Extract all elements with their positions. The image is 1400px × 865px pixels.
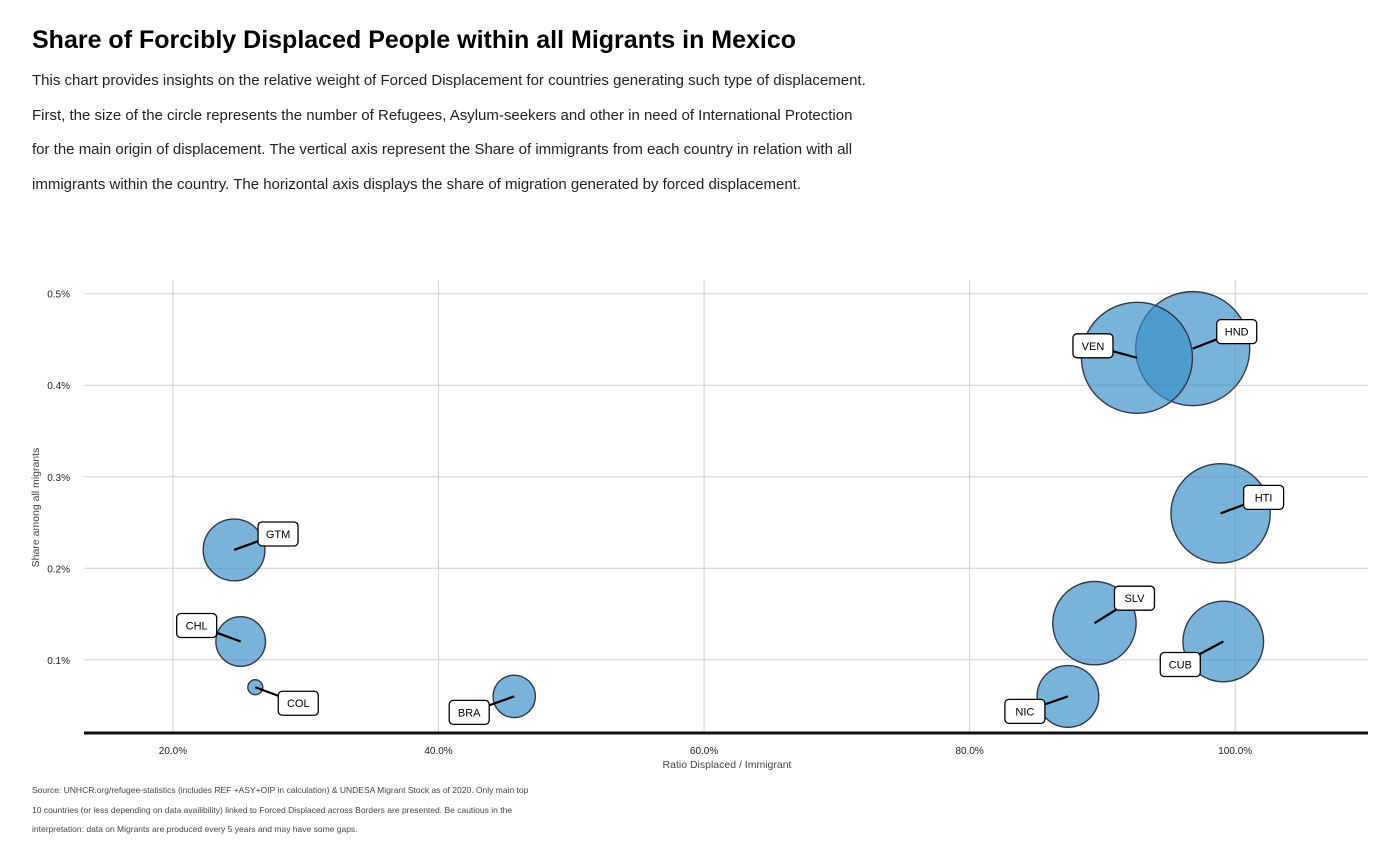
label-box <box>1113 585 1156 611</box>
bubble-labels: HND VEN HTI SLV CUB NIC GTM CHL BRA COL <box>176 318 1285 726</box>
x-tick-label: 40.0% <box>424 746 452 757</box>
y-tick-label: 0.5% <box>47 290 70 301</box>
point-label-ven: VEN <box>1082 341 1105 353</box>
point-label-hnd: HND <box>1225 327 1249 339</box>
label-box <box>1159 651 1201 678</box>
point-label-cub: CUB <box>1169 659 1192 671</box>
y-tick-label: 0.4% <box>47 381 70 392</box>
label-box <box>277 690 319 716</box>
chart-subtitle: This chart provides insights on the rela… <box>32 72 866 193</box>
label-box <box>448 699 490 726</box>
point-label-chl: CHL <box>186 620 208 632</box>
y-axis-title: Share among all migrants <box>30 448 42 568</box>
x-tick-label: 20.0% <box>159 746 187 757</box>
label-box <box>1242 484 1285 511</box>
y-tick-label: 0.2% <box>47 564 70 575</box>
label-box <box>1004 698 1046 725</box>
point-label-slv: SLV <box>1124 593 1145 605</box>
point-label-hti: HTI <box>1255 492 1273 504</box>
axes: 20.0% 40.0% 60.0% 80.0% 100.0% 0.1% 0.2% 0.3% 0.… <box>47 290 1368 757</box>
x-tick-label: 60.0% <box>690 746 718 757</box>
x-axis-title: Ratio Displaced / Immigrant <box>663 759 792 771</box>
chart-title: Share of Forcibly Displaced People withi… <box>32 26 797 54</box>
point-label-col: COL <box>287 698 310 710</box>
point-label-bra: BRA <box>458 707 481 719</box>
point-label-gtm: GTM <box>266 529 290 541</box>
x-tick-label: 100.0% <box>1218 746 1252 757</box>
label-box <box>176 612 218 639</box>
label-box <box>1072 333 1114 359</box>
x-tick-label: 80.0% <box>955 746 983 757</box>
y-tick-label: 0.3% <box>47 473 70 484</box>
label-box <box>1216 318 1258 345</box>
label-box <box>257 521 299 547</box>
source-caption: Source: UNHCR.org/refugee-statistics (in… <box>32 785 529 834</box>
y-tick-label: 0.1% <box>47 656 70 667</box>
point-label-nic: NIC <box>1015 706 1034 718</box>
